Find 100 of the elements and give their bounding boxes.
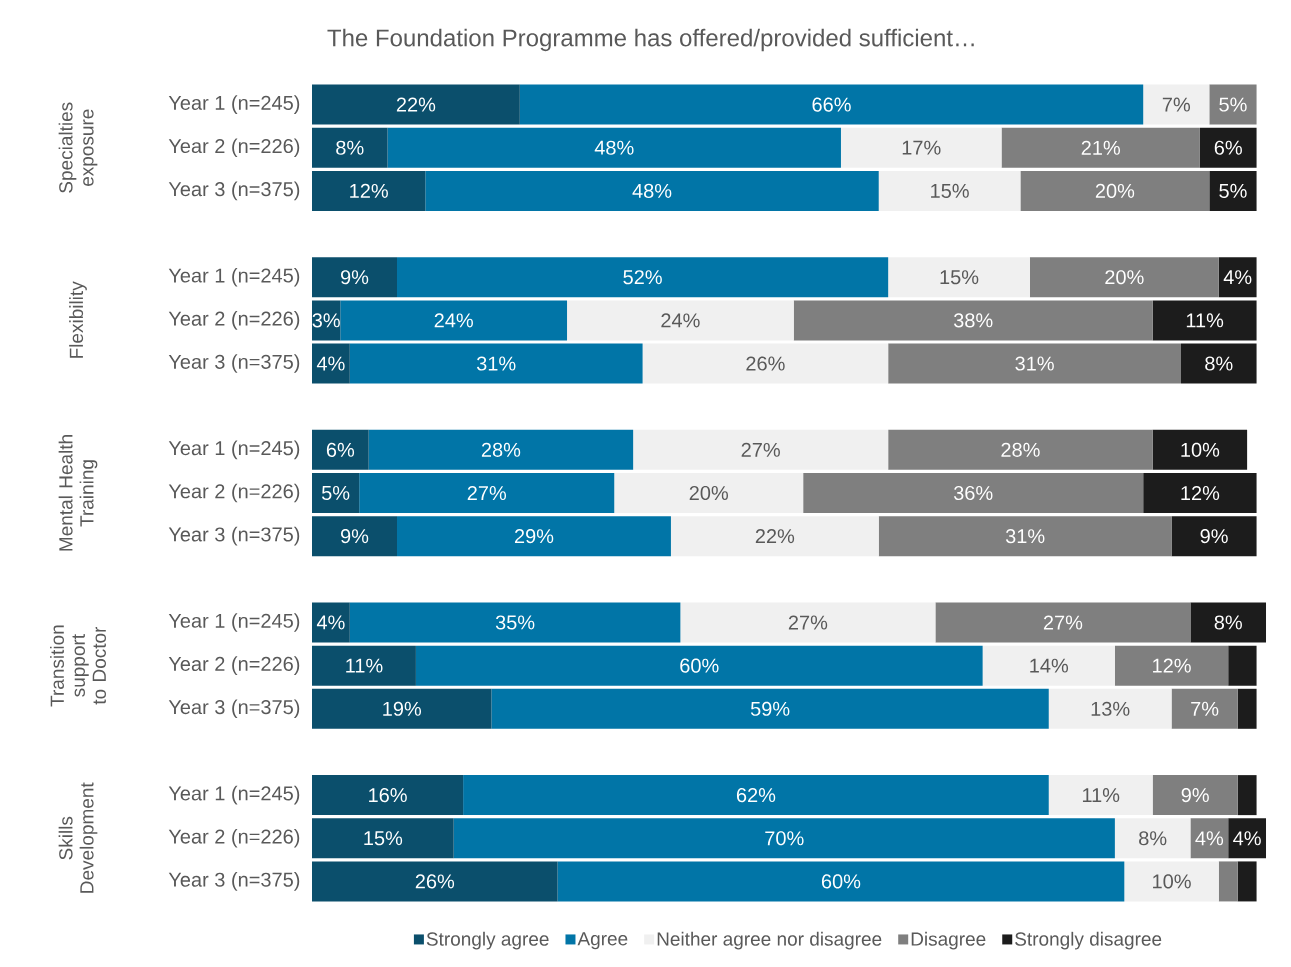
text: Skills Development — [58, 782, 98, 893]
bar — [519, 84, 1144, 125]
chart-title: The Foundation Programme has offered/provided sufficient… — [327, 28, 974, 52]
data-label: 70% — [765, 831, 804, 846]
bar — [1199, 127, 1257, 168]
data-label: 12% — [1153, 658, 1191, 673]
bar — [312, 602, 350, 643]
y-tick-label: Year 2 (n=226) — [168, 138, 300, 158]
bar — [491, 688, 1049, 729]
data-label: 15% — [931, 183, 969, 198]
text: Specialties exposure — [58, 102, 98, 193]
bar — [1237, 688, 1257, 729]
bar — [1143, 473, 1257, 514]
data-label: 8% — [1139, 831, 1167, 846]
data-label: 38% — [953, 313, 993, 328]
bar — [453, 818, 1115, 859]
bar — [1152, 429, 1248, 470]
data-label: 26% — [746, 356, 785, 371]
bar — [888, 257, 1030, 298]
data-label: 6% — [326, 442, 355, 457]
bar — [878, 170, 1021, 211]
bar — [1228, 818, 1267, 859]
data-label: 9% — [340, 270, 369, 285]
bar — [312, 170, 426, 211]
bar — [368, 429, 634, 470]
bar — [1218, 257, 1257, 298]
legend-label: Agree — [577, 932, 628, 950]
data-label: 15% — [364, 831, 403, 846]
data-label: 60% — [680, 658, 719, 673]
bar — [1124, 861, 1219, 902]
data-label: 27% — [741, 442, 780, 457]
data-label: 28% — [1001, 442, 1040, 457]
data-label: 29% — [514, 529, 554, 544]
data-label: 4% — [1195, 831, 1224, 846]
y-tick-label: Year 2 (n=226) — [168, 311, 300, 330]
bar — [312, 861, 558, 902]
bar — [1171, 688, 1238, 729]
bar — [878, 516, 1172, 557]
bar — [614, 473, 804, 514]
bar — [633, 429, 889, 470]
bar — [312, 818, 454, 859]
y-tick-label: Year 1 (n=245) — [168, 440, 300, 460]
y-tick-label: Year 1 (n=245) — [168, 613, 300, 632]
text: Transition support to Doctor — [50, 625, 106, 707]
legend-label: Strongly disagree — [1015, 931, 1162, 950]
data-label: 12% — [1181, 485, 1220, 501]
data-label: 26% — [415, 874, 455, 889]
bar — [1181, 343, 1257, 384]
bar — [1020, 170, 1210, 211]
bar — [312, 429, 369, 470]
data-label: 27% — [788, 615, 828, 630]
bar — [1114, 645, 1229, 686]
data-label: 27% — [467, 485, 507, 501]
y-tick-label: Year 1 (n=245) — [168, 267, 300, 287]
data-label: 36% — [953, 485, 993, 501]
bar — [1029, 257, 1219, 298]
bar — [1209, 170, 1257, 211]
data-label: 7% — [1162, 97, 1191, 112]
data-label: 11% — [1082, 788, 1120, 803]
bar — [1237, 861, 1257, 902]
data-label: 8% — [1214, 615, 1242, 630]
bar — [387, 127, 841, 168]
y-tick-label: Year 1 (n=245) — [168, 95, 300, 114]
data-label: 8% — [336, 140, 364, 155]
bar — [1048, 775, 1153, 816]
data-label: 17% — [902, 140, 941, 155]
bar — [888, 343, 1181, 384]
data-label: 7% — [1191, 701, 1219, 716]
bar — [312, 775, 464, 816]
data-label: 8% — [1205, 356, 1233, 371]
data-label: 6% — [1214, 140, 1242, 155]
data-label: 19% — [383, 701, 422, 716]
bar — [312, 688, 492, 729]
data-label: 12% — [350, 183, 388, 198]
bar — [642, 343, 889, 384]
data-label: 22% — [396, 97, 436, 112]
text: Mental Health Training — [58, 435, 98, 551]
bar — [1114, 818, 1191, 859]
data-label: 31% — [1005, 529, 1045, 544]
data-label: 20% — [1095, 183, 1135, 198]
data-label: 35% — [495, 615, 535, 630]
data-label: 31% — [1015, 356, 1054, 371]
bar — [840, 127, 1002, 168]
data-label: 5% — [1219, 183, 1247, 198]
bar — [312, 516, 398, 557]
data-label: 4% — [1223, 270, 1252, 285]
data-label: 11% — [1186, 313, 1224, 328]
data-label: 5% — [321, 485, 350, 501]
data-label: 24% — [434, 313, 473, 328]
bar — [1171, 516, 1257, 557]
data-label: 22% — [755, 529, 795, 544]
data-label: 66% — [812, 97, 851, 112]
bar — [463, 775, 1049, 816]
data-label: 20% — [1105, 270, 1144, 285]
data-label: 15% — [940, 270, 979, 285]
y-tick-label: Year 2 (n=226) — [168, 656, 300, 675]
data-label: 21% — [1081, 140, 1120, 155]
bar — [803, 473, 1144, 514]
bar — [935, 602, 1191, 643]
data-label: 14% — [1030, 658, 1069, 673]
